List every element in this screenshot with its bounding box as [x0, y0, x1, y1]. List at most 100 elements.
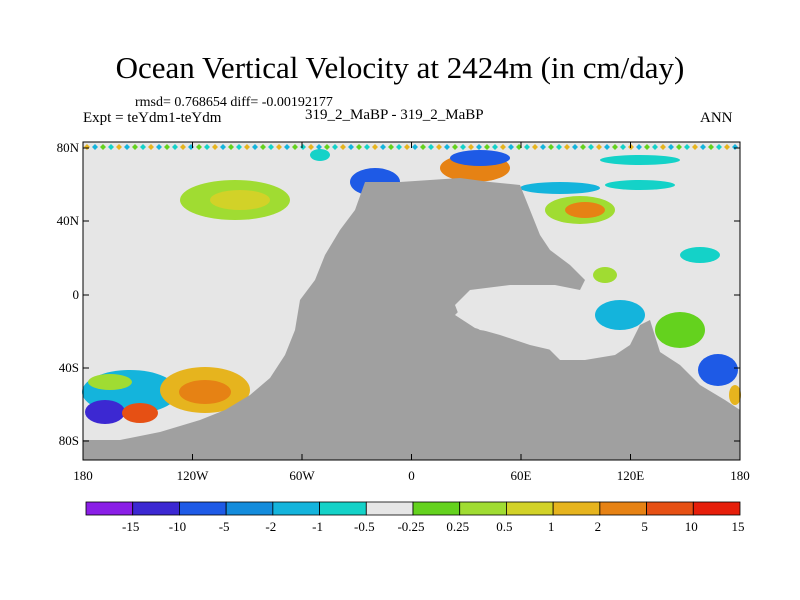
- polar-marker: [364, 144, 370, 150]
- polar-marker: [636, 144, 642, 150]
- polar-marker: [596, 144, 602, 150]
- lat-tick-label: 0: [73, 287, 80, 302]
- experiment-label: Expt = teYdm1-teYdm: [83, 110, 222, 126]
- longitude-axis: 180 120W 60W 0 60E 120E 180: [73, 142, 750, 483]
- polar-marker-row: [84, 144, 738, 150]
- case-label: 319_2_MaBP - 319_2_MaBP: [305, 107, 484, 123]
- polar-marker: [284, 144, 290, 150]
- polar-marker: [348, 144, 354, 150]
- polar-marker: [396, 144, 402, 150]
- interior-sea: [455, 292, 600, 352]
- polar-marker: [668, 144, 674, 150]
- polar-marker: [260, 144, 266, 150]
- colorbar-label: -1: [312, 519, 323, 534]
- colorbar-swatch: [319, 501, 367, 516]
- polar-marker: [540, 144, 546, 150]
- polar-marker: [692, 144, 698, 150]
- colorbar-swatch: [459, 501, 507, 516]
- colorbar-swatch: [552, 501, 601, 516]
- polar-marker: [116, 144, 122, 150]
- anomaly-blob: [595, 300, 645, 330]
- anomaly-blob: [600, 155, 680, 165]
- colorbar-swatch: [412, 501, 461, 516]
- anomaly-blob: [450, 150, 510, 166]
- polar-marker: [324, 144, 330, 150]
- polar-marker: [492, 144, 498, 150]
- colorbar: -15 -10 -5 -2 -1 -0.5 -0.25 0.25 0.5 1 2 5 10 15: [85, 501, 745, 534]
- colorbar-swatch: [599, 501, 647, 516]
- polar-marker: [420, 144, 426, 150]
- polar-marker: [572, 144, 578, 150]
- lon-tick-label: 120W: [177, 468, 210, 483]
- colorbar-label: 10: [685, 519, 698, 534]
- colorbar-swatch: [506, 501, 554, 516]
- anomaly-blob: [520, 182, 600, 194]
- polar-marker: [500, 144, 506, 150]
- polar-marker: [252, 144, 258, 150]
- polar-marker: [604, 144, 610, 150]
- colorbar-label: 5: [641, 519, 648, 534]
- colorbar-swatch: [225, 501, 274, 516]
- colorbar-swatch: [179, 501, 227, 516]
- polar-marker: [92, 144, 98, 150]
- polar-marker: [204, 144, 210, 150]
- polar-marker: [244, 144, 250, 150]
- polar-marker: [124, 144, 130, 150]
- colorbar-label: 1: [548, 519, 555, 534]
- anomaly-blob: [565, 202, 605, 218]
- colorbar-swatch: [272, 501, 320, 516]
- polar-marker: [612, 144, 618, 150]
- polar-marker: [132, 144, 138, 150]
- colorbar-swatch: [85, 501, 134, 516]
- polar-marker: [620, 144, 626, 150]
- polar-marker: [212, 144, 218, 150]
- anomaly-blob: [179, 380, 231, 404]
- polar-marker: [684, 144, 690, 150]
- polar-marker: [372, 144, 378, 150]
- polar-marker: [452, 144, 458, 150]
- polar-marker: [556, 144, 562, 150]
- polar-marker: [476, 144, 482, 150]
- polar-marker: [412, 144, 418, 150]
- polar-marker: [196, 144, 202, 150]
- latitude-axis: 80N 40N 0 40S 80S: [57, 140, 740, 448]
- polar-marker: [164, 144, 170, 150]
- polar-marker: [404, 144, 410, 150]
- polar-marker: [460, 144, 466, 150]
- lat-tick-label: 80N: [57, 140, 80, 155]
- polar-marker: [580, 144, 586, 150]
- polar-marker: [724, 144, 730, 150]
- colorbar-label: -0.25: [397, 519, 424, 534]
- colorbar-label: 2: [595, 519, 602, 534]
- lon-tick-label: 180: [73, 468, 93, 483]
- colorbar-label: -15: [122, 519, 139, 534]
- polar-marker: [140, 144, 146, 150]
- anomaly-blob: [605, 180, 675, 190]
- supercontinent: [83, 178, 740, 460]
- polar-marker: [100, 144, 106, 150]
- polar-marker: [356, 144, 362, 150]
- colorbar-label: -0.5: [354, 519, 375, 534]
- polar-marker: [276, 144, 282, 150]
- lon-tick-label: 120E: [617, 468, 645, 483]
- polar-marker: [236, 144, 242, 150]
- polar-marker: [524, 144, 530, 150]
- polar-marker: [484, 144, 490, 150]
- polar-marker: [468, 144, 474, 150]
- anomaly-blob: [85, 400, 125, 424]
- anomaly-blob: [210, 190, 270, 210]
- polar-marker: [532, 144, 538, 150]
- landmass: [83, 178, 740, 460]
- polar-marker: [108, 144, 114, 150]
- lat-tick-label: 40N: [57, 213, 80, 228]
- polar-marker: [388, 144, 394, 150]
- polar-marker: [660, 144, 666, 150]
- polar-marker: [340, 144, 346, 150]
- polar-marker: [444, 144, 450, 150]
- polar-marker: [228, 144, 234, 150]
- polar-marker: [380, 144, 386, 150]
- colorbar-label: 15: [732, 519, 745, 534]
- anomaly-blob: [698, 354, 738, 386]
- polar-marker: [676, 144, 682, 150]
- polar-marker: [508, 144, 514, 150]
